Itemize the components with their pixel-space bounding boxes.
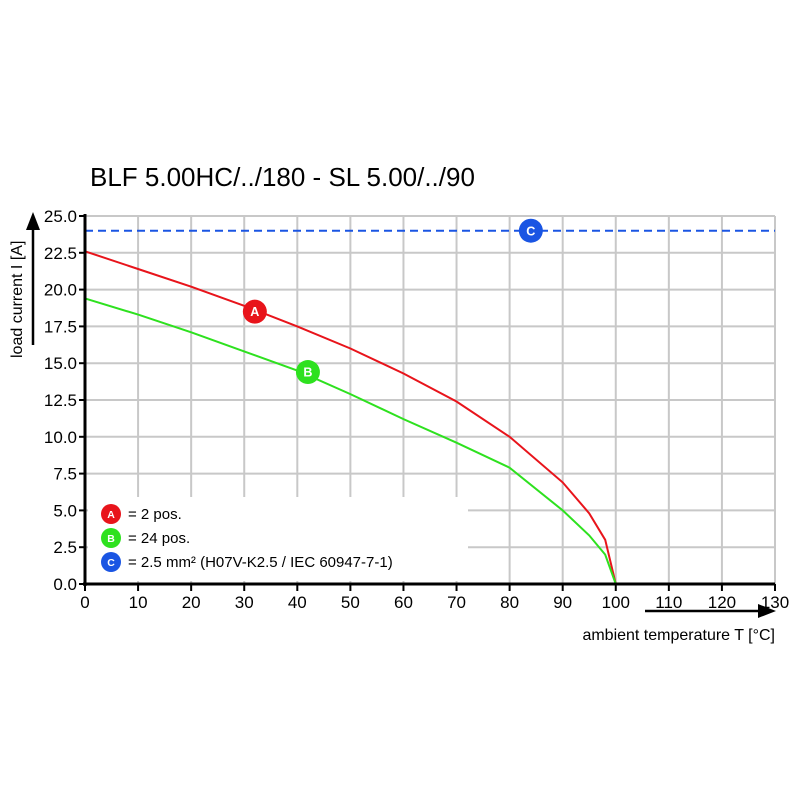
x-tick-label: 40 (288, 593, 307, 612)
series-b-marker-icon (295, 360, 320, 385)
legend-c-marker-icon (101, 552, 121, 572)
x-tick-label: 60 (394, 593, 413, 612)
y-tick-label: 10.0 (44, 428, 77, 447)
chart-title: BLF 5.00HC/../180 - SL 5.00/../90 (90, 162, 475, 192)
x-tick-label: 50 (341, 593, 360, 612)
series-line-a (84, 250, 617, 585)
legend-entry-text: = 2 pos. (128, 506, 182, 523)
legend-entry-text: = 2.5 mm² (H07V-K2.5 / IEC 60947-7-1) (128, 554, 393, 571)
x-tick-label: 0 (80, 593, 89, 612)
y-tick-label: 15.0 (44, 354, 77, 373)
legend: A = 2 pos. B = 24 pos. C = 2.5 mm² (H07V-K2.5… (101, 504, 393, 572)
y-tick-label: 5.0 (53, 501, 77, 520)
legend-c-marker-letter: C (107, 557, 115, 569)
y-tick-label: 17.5 (44, 317, 77, 336)
y-axis-arrow-icon (26, 212, 40, 230)
series-line-b (84, 297, 617, 585)
y-tick-label: 12.5 (44, 391, 77, 410)
axes: 0 10 20 30 40 50 60 70 80 90 100 110 120 130 0.0 2.5 5.0… (26, 207, 789, 618)
y-tick-label: 22.5 (44, 244, 77, 263)
y-tick-label: 25.0 (44, 207, 77, 226)
y-tick-label: 0.0 (53, 575, 77, 594)
series-b-marker-letter: B (303, 366, 312, 380)
x-tick-label: 120 (708, 593, 736, 612)
y-tick-label: 20.0 (44, 281, 77, 300)
x-tick-label: 10 (129, 593, 148, 612)
x-tick-label: 20 (182, 593, 201, 612)
series-a-marker-letter: A (250, 305, 259, 319)
series-c-marker-icon (518, 218, 543, 243)
legend-entry-text: = 24 pos. (128, 530, 190, 547)
x-tick-label: 30 (235, 593, 254, 612)
series-c-marker-letter: C (526, 224, 535, 238)
y-tick-label: 7.5 (53, 465, 77, 484)
x-tick-label: 130 (761, 593, 789, 612)
x-tick-label: 80 (500, 593, 519, 612)
legend-a-marker-icon (101, 504, 121, 524)
series-a-marker-icon (242, 299, 267, 324)
x-axis-label: ambient temperature T [°C] (582, 627, 775, 644)
x-tick-label: 100 (602, 593, 630, 612)
y-tick-label: 2.5 (53, 538, 77, 557)
x-tick-label: 90 (553, 593, 572, 612)
y-axis-label: load current I [A] (9, 241, 26, 358)
series-group: ABC (84, 218, 775, 585)
x-tick-label: 110 (655, 593, 682, 612)
x-axis-arrow-icon (758, 604, 776, 618)
legend-b-marker-icon (101, 528, 121, 548)
x-tick-label: 70 (447, 593, 466, 612)
legend-b-marker-letter: B (107, 533, 115, 545)
legend-background (88, 497, 468, 581)
legend-a-marker-letter: A (107, 509, 115, 521)
